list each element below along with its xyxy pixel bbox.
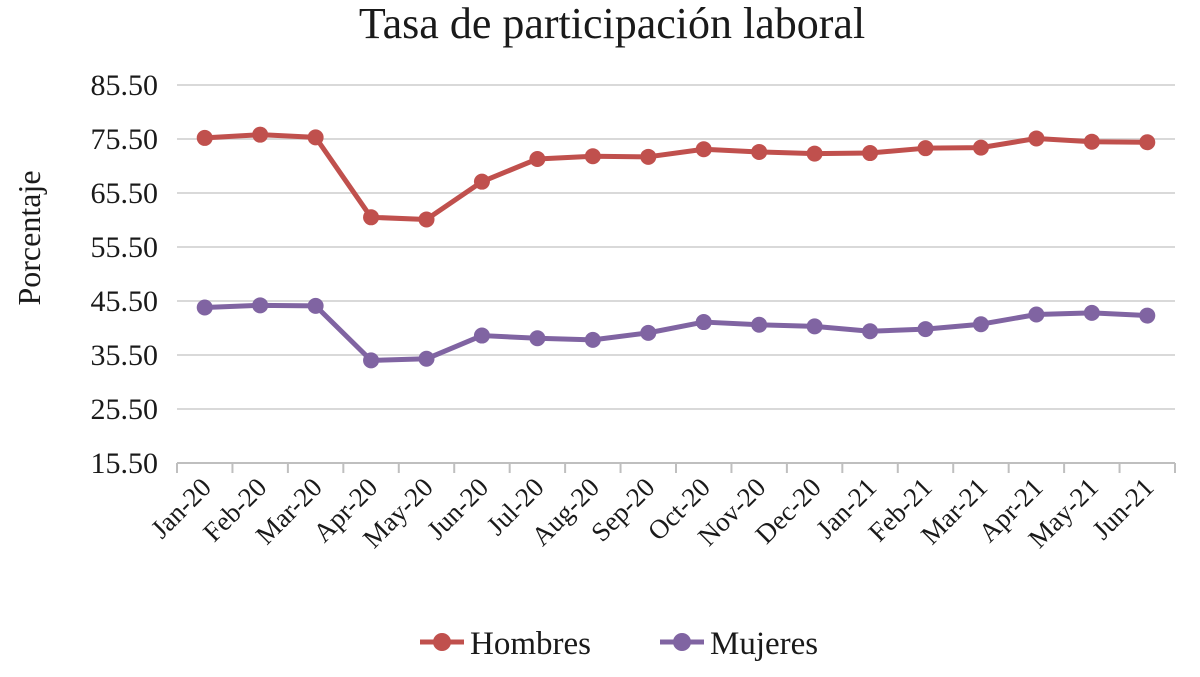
data-point-hombres [1028, 130, 1045, 147]
data-point-hombres [806, 145, 823, 162]
data-point-mujeres [640, 324, 657, 341]
data-point-mujeres [1083, 304, 1100, 321]
data-point-hombres [196, 129, 213, 146]
data-point-mujeres [751, 316, 768, 333]
data-point-mujeres [529, 330, 546, 347]
gridlines [177, 84, 1175, 410]
data-point-mujeres [196, 299, 213, 316]
data-point-mujeres [806, 318, 823, 335]
data-point-mujeres [862, 323, 879, 340]
y-tick-label: 55.50 [91, 231, 159, 264]
data-point-hombres [473, 173, 490, 190]
y-tick-label: 75.50 [91, 123, 159, 156]
y-tick-labels: 15.50 25.50 35.50 45.50 55.50 65.50 75.50 85.50 [91, 69, 159, 480]
data-point-hombres [252, 126, 269, 143]
y-tick-label: 25.50 [91, 393, 159, 426]
data-point-hombres [1139, 134, 1156, 151]
data-point-mujeres [473, 327, 490, 344]
data-point-mujeres [972, 316, 989, 333]
x-tick-label: Jun-20 [421, 472, 494, 545]
data-point-hombres [418, 211, 435, 228]
data-point-hombres [584, 148, 601, 165]
legend-label: Mujeres [710, 626, 818, 662]
legend: Hombres Mujeres [420, 626, 818, 662]
data-point-mujeres [307, 297, 324, 314]
y-tick-label: 85.50 [91, 69, 159, 102]
axes [176, 462, 1176, 473]
chart-title: Tasa de participación laboral [359, 0, 865, 48]
data-point-mujeres [418, 350, 435, 367]
legend-label: Hombres [470, 626, 591, 662]
series-line-hombres [204, 132, 1148, 222]
data-point-hombres [640, 148, 657, 165]
x-tick-label: Jun-21 [1086, 472, 1159, 545]
data-point-hombres [972, 139, 989, 156]
data-point-hombres [363, 209, 380, 226]
data-point-mujeres [695, 314, 712, 331]
data-point-mujeres [363, 352, 380, 369]
y-tick-label: 15.50 [91, 447, 159, 480]
y-tick-label: 45.50 [91, 285, 159, 318]
x-tick-labels: Jan-20Feb-20Mar-20Apr-20May-20Jun-20Jul-… [145, 472, 1160, 554]
data-point-hombres [695, 141, 712, 158]
data-point-hombres [529, 150, 546, 167]
data-point-mujeres [1028, 306, 1045, 323]
data-point-hombres [751, 143, 768, 160]
legend-marker [433, 633, 451, 651]
data-point-mujeres [252, 297, 269, 314]
data-point-hombres [862, 145, 879, 162]
y-tick-label: 65.50 [91, 177, 159, 210]
y-axis-title: Porcentaje [11, 170, 47, 305]
data-point-hombres [1083, 133, 1100, 150]
data-point-mujeres [1139, 307, 1156, 324]
series-lines [196, 126, 1156, 369]
series-line-mujeres [204, 302, 1148, 363]
data-point-hombres [307, 129, 324, 146]
data-point-hombres [917, 140, 934, 157]
x-tick-label: Sep-20 [585, 472, 660, 547]
legend-marker [673, 633, 691, 651]
data-point-mujeres [584, 331, 601, 348]
data-point-mujeres [917, 321, 934, 338]
y-tick-label: 35.50 [91, 339, 159, 372]
